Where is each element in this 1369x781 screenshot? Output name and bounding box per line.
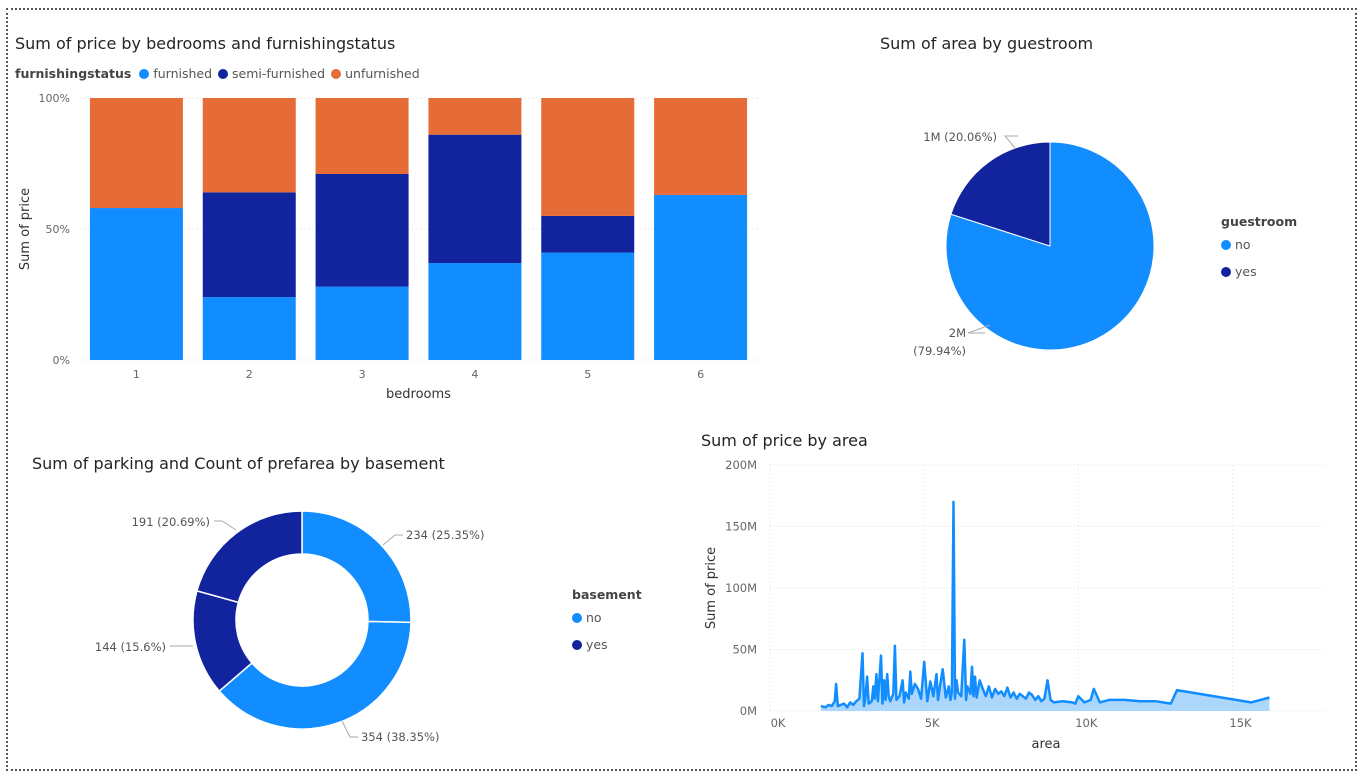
donut-chart-title: Sum of parking and Count of prefarea by … — [32, 454, 445, 473]
pie-legend-title: guestroom — [1221, 214, 1298, 229]
donut-leader-line — [382, 534, 403, 546]
donut-data-label: 354 (38.35%) — [361, 730, 439, 744]
bar-segment — [315, 173, 409, 287]
pie-data-label: 1M (20.06%) — [923, 130, 997, 144]
bar-segment — [428, 263, 522, 360]
bar-segment — [202, 192, 296, 298]
donut-data-label: 234 (25.35%) — [406, 528, 484, 542]
pie-slice — [945, 141, 1155, 351]
bar-segment — [315, 98, 409, 174]
bar-y-axis-title: Sum of price — [18, 188, 33, 270]
area-y-tick-label: 50M — [732, 643, 757, 657]
bar-x-axis-title: bedrooms — [386, 387, 451, 402]
area-y-tick-label: 0M — [740, 704, 757, 718]
area-y-tick-label: 100M — [725, 581, 757, 595]
bar-segment — [654, 194, 748, 360]
donut-leader-line — [214, 520, 237, 531]
area-y-axis-title: Sum of price — [704, 547, 719, 629]
donut-slice — [218, 620, 412, 730]
legend-item-unfurnished[interactable]: unfurnished — [331, 66, 420, 81]
bar-segment — [541, 215, 635, 253]
semi-furnished-dot-icon — [218, 68, 229, 79]
bar-chart-title: Sum of price by bedrooms and furnishings… — [15, 34, 396, 53]
donut-chart-legend: basement no yes — [572, 587, 642, 664]
unfurnished-dot-icon — [331, 68, 342, 79]
pie-chart-legend: guestroom no yes — [1221, 214, 1297, 291]
area-x-tick-label: 10K — [1075, 716, 1098, 730]
donut-data-label: 144 (15.6%) — [95, 640, 166, 654]
bar-segment — [654, 98, 748, 195]
bar-segment — [89, 208, 183, 360]
pie-data-label: 2M — [949, 326, 966, 340]
bar-y-tick-label: 50% — [46, 223, 70, 236]
bar-segment — [202, 98, 296, 193]
bar-y-tick-label: 0% — [53, 354, 70, 367]
bar-x-tick-label: 5 — [584, 368, 591, 381]
area-chart-title: Sum of price by area — [701, 431, 868, 450]
legend-item-semi-furnished[interactable]: semi-furnished — [218, 66, 325, 81]
area-x-tick-label: 0K — [771, 716, 786, 730]
legend-item-basement-no[interactable]: no — [572, 610, 642, 625]
no-dot-icon — [1221, 239, 1231, 250]
pie-slice — [950, 141, 1051, 247]
pie-leader-line — [1003, 135, 1018, 149]
area-x-tick-label: 15K — [1229, 716, 1252, 730]
donut-data-label: 191 (20.69%) — [132, 515, 210, 529]
bar-x-tick-label: 3 — [359, 368, 366, 381]
area-x-tick-label: 5K — [925, 716, 940, 730]
bar-x-tick-label: 1 — [133, 368, 140, 381]
donut-slice — [196, 510, 303, 604]
basement-yes-dot-icon — [572, 639, 582, 650]
legend-item-no[interactable]: no — [1221, 237, 1297, 252]
bar-x-tick-label: 2 — [246, 368, 253, 381]
pie-data-label: (79.94%) — [913, 344, 966, 358]
area-y-tick-label: 200M — [725, 458, 757, 472]
donut-legend-title: basement — [572, 587, 642, 602]
bar-chart-legend: furnishingstatus furnished semi-furnishe… — [15, 66, 426, 81]
bar-segment — [89, 98, 183, 209]
dashboard-frame — [6, 8, 1357, 771]
bar-x-tick-label: 6 — [697, 368, 704, 381]
bar-legend-title: furnishingstatus — [15, 66, 132, 81]
pie-chart-title: Sum of area by guestroom — [880, 34, 1094, 53]
bar-segment — [541, 252, 635, 360]
legend-item-basement-yes[interactable]: yes — [572, 637, 642, 652]
bar-segment — [202, 297, 296, 360]
pie-leader-line — [967, 324, 991, 334]
yes-dot-icon — [1221, 266, 1231, 277]
furnished-dot-icon — [139, 68, 150, 79]
area-y-tick-label: 150M — [725, 520, 757, 534]
area-x-axis-title: area — [1032, 737, 1061, 752]
bar-segment — [541, 98, 635, 216]
bar-segment — [428, 98, 522, 135]
bar-y-tick-label: 100% — [39, 92, 70, 105]
bar-segment — [315, 286, 409, 360]
bar-segment — [428, 134, 522, 264]
basement-no-dot-icon — [572, 612, 582, 623]
bar-x-tick-label: 4 — [471, 368, 478, 381]
legend-item-furnished[interactable]: furnished — [139, 66, 212, 81]
donut-leader-line — [341, 720, 358, 738]
legend-item-yes[interactable]: yes — [1221, 264, 1297, 279]
area-series-line — [820, 500, 1270, 709]
